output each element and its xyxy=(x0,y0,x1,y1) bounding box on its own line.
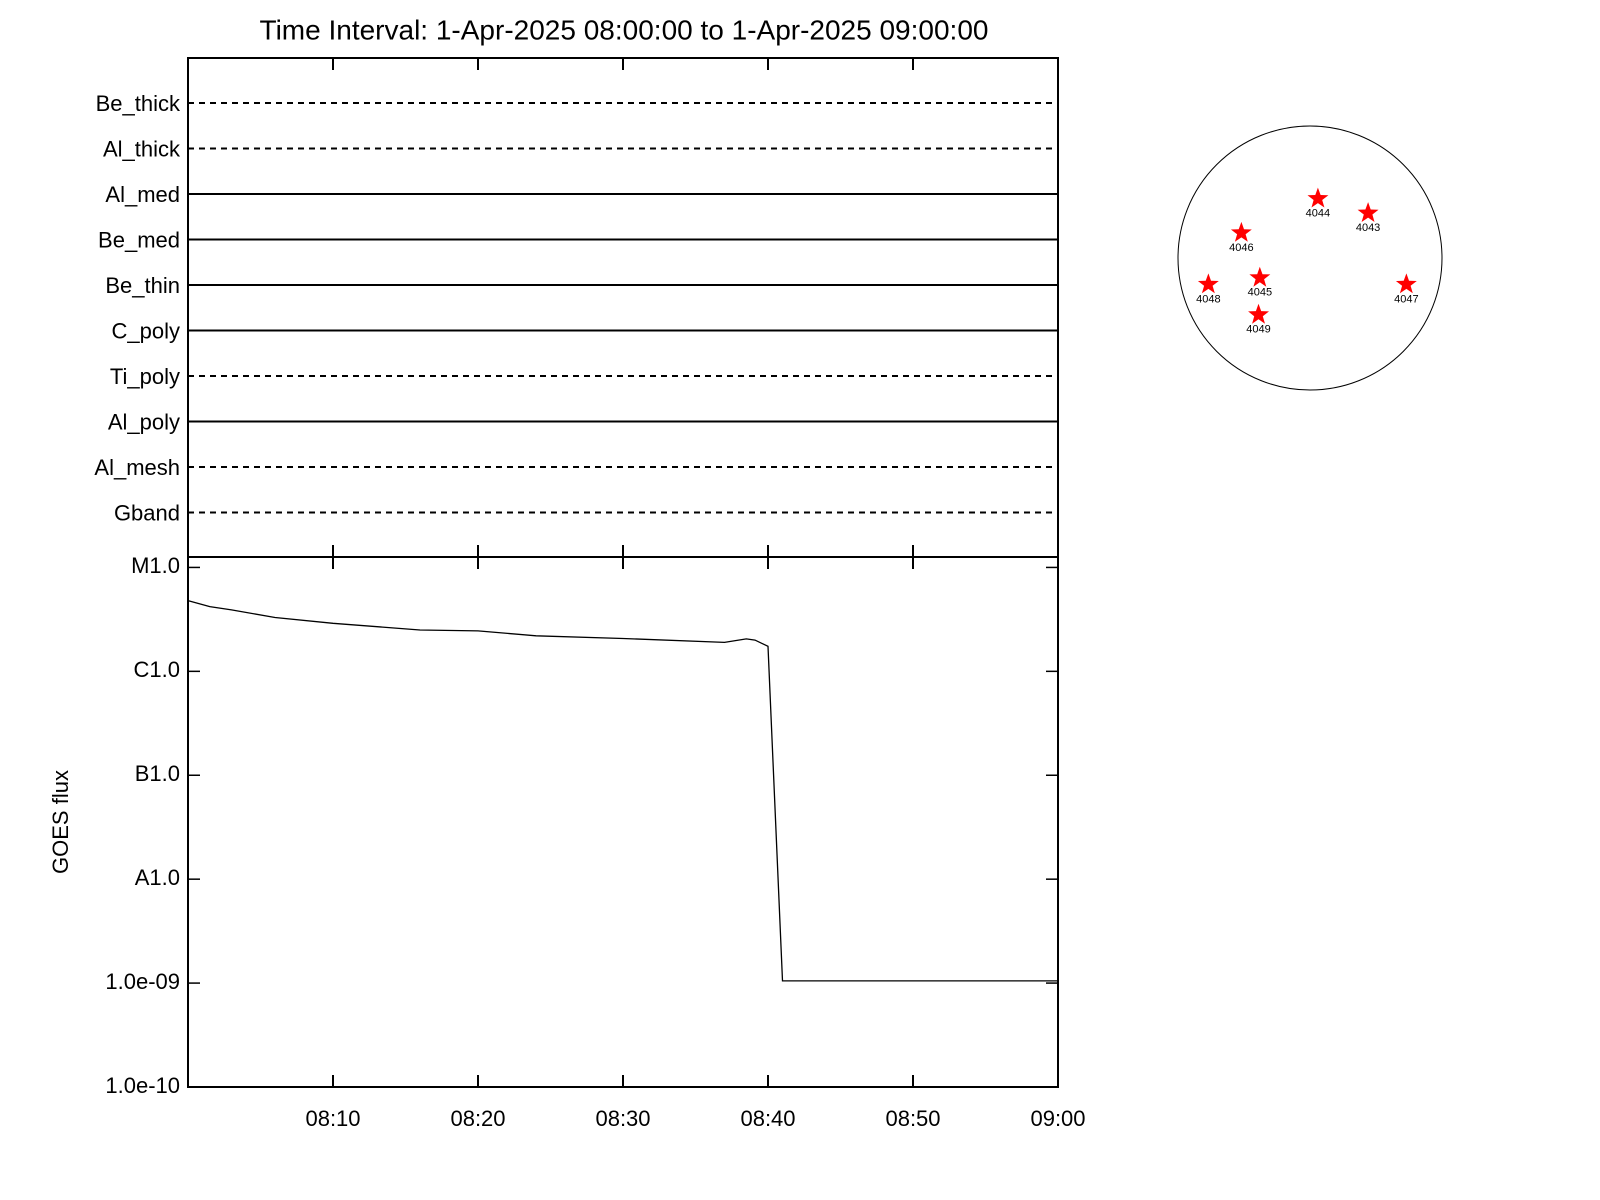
y-tick-label: 1.0e-09 xyxy=(105,969,180,994)
active-region-label: 4045 xyxy=(1248,287,1272,299)
y-tick-label: C1.0 xyxy=(134,657,180,682)
y-tick-label: 1.0e-10 xyxy=(105,1073,180,1098)
filter-label: Al_poly xyxy=(108,409,180,434)
active-region-star xyxy=(1357,202,1379,222)
y-tick-label: M1.0 xyxy=(131,553,180,578)
filter-label: Be_thin xyxy=(105,273,180,298)
filter-label: Be_med xyxy=(98,227,180,252)
chart-title: Time Interval: 1-Apr-2025 08:00:00 to 1-… xyxy=(260,14,989,45)
active-region-label: 4048 xyxy=(1196,293,1220,305)
y-tick-label: B1.0 xyxy=(135,761,180,786)
solar-disk xyxy=(1177,125,1443,391)
goes-panel-frame xyxy=(187,556,1059,1088)
active-region-star xyxy=(1248,303,1269,324)
y-tick-label: A1.0 xyxy=(135,865,180,890)
filter-label: Al_mesh xyxy=(94,455,180,480)
filter-label: Ti_poly xyxy=(110,364,180,389)
x-tick-label: 08:30 xyxy=(595,1106,650,1131)
goes-flux-line xyxy=(187,599,1058,982)
x-tick-label: 08:10 xyxy=(305,1106,360,1131)
filter-panel-frame xyxy=(187,57,1059,558)
active-region-star xyxy=(1230,221,1252,242)
filter-label: Be_thick xyxy=(96,91,181,116)
y-axis-label: GOES flux xyxy=(48,770,73,874)
filter-label: Al_med xyxy=(105,182,180,207)
active-region-label: 4049 xyxy=(1246,324,1270,336)
filter-label: Al_thick xyxy=(103,136,181,161)
active-region-star xyxy=(1197,273,1219,294)
active-region-star xyxy=(1249,266,1271,287)
x-tick-label: 08:40 xyxy=(740,1106,795,1131)
active-region-label: 4047 xyxy=(1394,293,1418,305)
filter-label: Gband xyxy=(114,500,180,525)
x-tick-label: 08:20 xyxy=(450,1106,505,1131)
active-region-star xyxy=(1307,187,1329,208)
active-region-star xyxy=(1395,273,1417,294)
x-tick-label: 08:50 xyxy=(885,1106,940,1131)
active-region-label: 4043 xyxy=(1356,222,1380,234)
active-region-label: 4046 xyxy=(1229,242,1253,254)
active-region-label: 4044 xyxy=(1306,208,1330,220)
x-tick-label: 09:00 xyxy=(1030,1106,1085,1131)
filter-label: C_poly xyxy=(112,318,180,343)
